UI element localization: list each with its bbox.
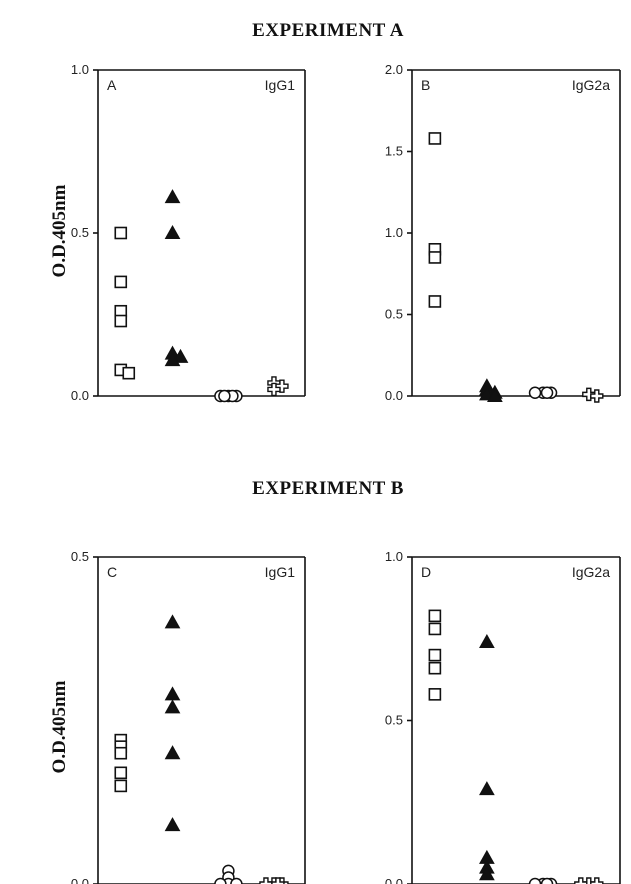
y-tick-label: 0.5 [71,549,89,564]
data-point [428,295,442,308]
data-point [271,877,285,884]
data-point [230,877,243,884]
data-point [428,688,442,701]
isotype-label: IgG2a [572,564,610,580]
data-point [114,746,128,760]
data-point [428,132,442,145]
experiment-b-title: EXPERIMENT B [252,478,404,499]
data-point [114,766,128,780]
data-point [164,817,181,832]
panel-letter: C [107,564,117,580]
panel-a: 0.0 0.5 1.0 A IgG1 [71,62,306,403]
group-open-cross [259,877,289,884]
panel-letter: B [421,77,430,93]
data-point [164,745,181,760]
data-point [114,314,128,328]
panel-letter: A [107,77,117,93]
data-point [540,877,554,884]
data-point [114,779,128,793]
y-tick-label: 0.0 [385,388,403,403]
data-point [590,877,604,884]
experiment-a-title: EXPERIMENT A [252,20,404,41]
group-filled-triangle [164,614,181,832]
y-tick-label: 2.0 [385,62,403,77]
group-open-circle [528,386,558,399]
group-open-square [428,132,442,308]
data-point [428,661,442,675]
data-point [479,633,495,649]
group-open-cross [267,376,289,397]
data-point [428,648,442,662]
y-tick-label: 0.5 [71,225,89,240]
data-point [582,387,596,402]
data-point [172,348,189,363]
data-point [479,781,495,796]
y-tick-label: 0.0 [71,388,89,403]
group-open-square [114,226,136,380]
data-point [590,389,604,403]
group-open-circle [214,864,243,884]
data-point [574,877,588,884]
y-tick-label: 0.5 [385,713,403,728]
data-point [428,622,442,636]
y-tick-label: 0.5 [385,307,403,322]
data-point [214,877,227,884]
isotype-label: IgG1 [265,564,296,580]
y-tick-label: 1.5 [385,144,403,159]
experiment-b-ylabel: O.D.405nm [49,680,70,773]
isotype-label: IgG1 [265,77,296,93]
panel-b: 0.0 0.5 1.0 1.5 2.0 B IgG2a [385,62,621,403]
y-tick-label: 0.0 [71,876,89,884]
data-point [428,251,442,264]
y-tick-label: 1.0 [71,62,89,77]
data-point [259,877,273,884]
data-point [218,389,231,403]
data-point [164,352,181,367]
data-point [114,275,128,289]
data-point [479,866,495,881]
panel-letter: D [421,564,431,580]
data-point [267,382,281,397]
y-tick-label: 1.0 [385,225,403,240]
group-open-cross [582,387,604,403]
isotype-label: IgG2a [572,77,610,93]
data-point [540,386,554,399]
data-point [164,699,181,714]
group-open-circle [528,877,558,884]
experiment-a-ylabel: O.D.405nm [49,184,70,277]
data-point [487,387,503,402]
group-filled-triangle [479,378,503,402]
group-filled-triangle [479,633,495,881]
data-point [428,609,442,623]
data-point [114,226,128,240]
panel-c: 0.0 0.5 C IgG1 [71,549,306,884]
group-open-square [428,609,442,701]
data-point [528,386,542,399]
data-point [122,366,136,380]
group-filled-triangle [164,189,189,367]
panel-d: 0.0 0.5 1.0 D IgG2a [385,549,621,884]
y-tick-label: 0.0 [385,876,403,884]
data-point [164,224,181,239]
y-tick-label: 1.0 [385,549,403,564]
data-point [528,877,542,884]
data-point [164,189,181,204]
group-open-cross [574,877,604,884]
data-point [164,686,181,701]
data-point [164,614,181,629]
group-open-square [114,733,128,793]
group-open-circle [214,389,243,403]
